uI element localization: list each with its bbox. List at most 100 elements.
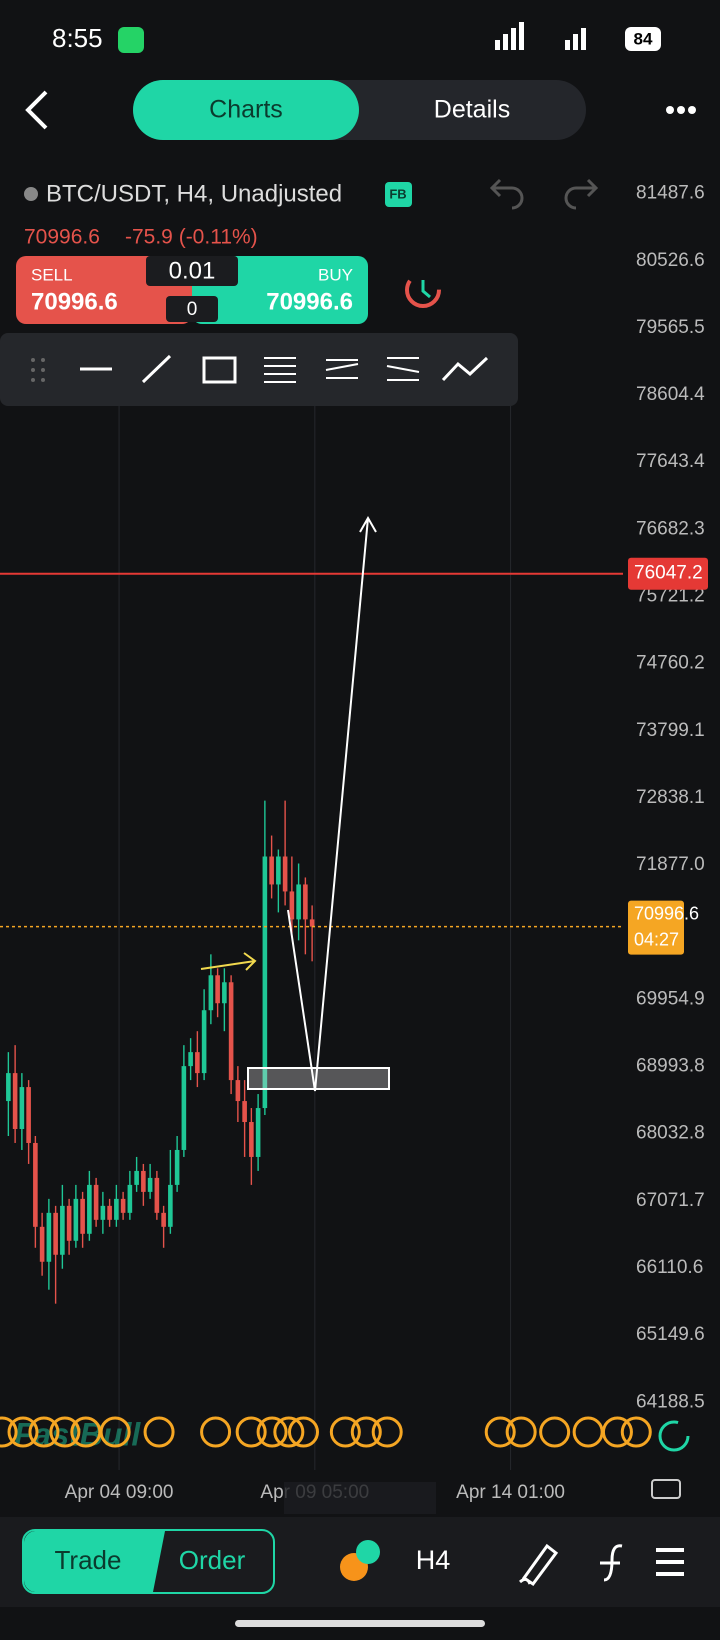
reset-icon[interactable] [658,1420,690,1452]
y-tick-label: 78604.4 [636,384,705,405]
sell-price: 70996.6 [31,288,118,315]
y-tick-label: 65149.6 [636,1324,705,1345]
candle-body [12,1073,18,1130]
annotations [200,515,390,1092]
y-tick-label: 73799.1 [636,720,705,741]
candle-body [195,1052,200,1074]
event-icon [329,1416,361,1448]
candle-body [215,975,220,1004]
candle-body [66,1205,72,1241]
event-icon [235,1416,267,1448]
candle-body [276,856,281,885]
candle-body [269,856,274,885]
y-tick-label: 75721.2 [636,586,705,607]
indicator-icon[interactable] [600,1544,623,1582]
back-button[interactable] [25,90,48,130]
candle-body [147,1177,153,1192]
candle-body [73,1198,79,1241]
candle-body [309,919,315,927]
whatsapp-icon [118,27,144,53]
candle-body [161,1212,166,1227]
y-tick-label: 69954.9 [636,988,705,1009]
last-price: 70996.6 [24,226,100,249]
y-tick-label: 64188.5 [636,1391,705,1412]
price-tag [628,900,684,955]
event-icon [620,1416,652,1448]
more-button[interactable] [666,106,696,114]
candle-body [26,1087,31,1143]
candle-body [39,1226,45,1262]
tab-charts[interactable]: Charts [209,96,283,124]
status-icons [495,22,586,50]
trade-active[interactable] [23,1531,166,1592]
y-tick-label: 68032.8 [636,1123,705,1144]
count: 0 [187,299,198,320]
count-box [166,296,218,322]
candle-body [127,1184,133,1213]
tab-details[interactable]: Details [434,96,510,124]
event-icon [539,1416,571,1448]
redo[interactable] [564,178,599,210]
lot-box[interactable] [146,256,238,286]
candle-body [228,982,234,1081]
sell-label: SELL [31,265,73,284]
price-tag-value: 76047.2 [634,563,703,584]
candle-body [100,1205,106,1220]
undo[interactable] [489,178,524,210]
event-icon [200,1416,232,1448]
candle-body [235,1080,241,1102]
event-icon [484,1416,516,1448]
price-tag-countdown: 04:27 [634,929,679,949]
buy-label: BUY [318,265,353,284]
candle-body [154,1177,160,1213]
refresh-icon[interactable] [405,272,441,308]
price-change: -75.9 (-0.11%) [125,226,258,249]
candle-body [242,1101,247,1123]
scroll-tab [284,1482,436,1514]
candle-body [114,1198,119,1220]
y-tick-label: 80526.6 [636,250,705,271]
timeframe[interactable]: H4 [416,1545,451,1575]
battery-level: 84 [634,29,653,48]
menu-icon[interactable] [656,1548,684,1576]
candle-body [87,1184,92,1234]
event-icon [7,1416,39,1448]
event-icon [273,1416,305,1448]
y-tick-label: 72838.1 [636,787,705,808]
price-tag-value: 70996.6 [634,903,699,923]
order-button[interactable]: Order [179,1545,246,1575]
event-icon [28,1416,60,1448]
candle-body [249,1122,254,1157]
y-tick-label: 79565.5 [636,317,705,338]
candle-body [53,1212,58,1255]
candle-body [208,975,214,1011]
candle-body [33,1142,38,1227]
candle-body [296,884,301,920]
candle-body [93,1184,99,1220]
trade-order-toggle [22,1529,275,1594]
y-tick-label: 81487.6 [636,183,705,204]
fullscreen-icon[interactable] [651,1479,681,1499]
y-tick-label: 67071.7 [636,1190,705,1211]
price-tag [628,557,708,590]
x-tick-label: Apr 14 01:00 [456,1482,565,1503]
y-tick-label: 71877.0 [636,854,705,875]
badge: FB [389,186,406,201]
draw-tools[interactable] [80,354,489,384]
symbol-title: BTC/USDT, H4, Unadjusted [46,180,342,207]
home-indicator [235,1620,485,1627]
event-icon [601,1416,633,1448]
badge-bg [385,182,412,207]
tab-active[interactable] [133,80,359,140]
event-icon [143,1416,175,1448]
draw-icon[interactable] [519,1543,559,1587]
candle-body [120,1198,126,1213]
candle-body [168,1184,173,1227]
event-icon [0,1416,18,1448]
candle-body [107,1205,112,1220]
y-tick-label: 68993.8 [636,1056,705,1077]
trade-button[interactable]: Trade [55,1545,122,1575]
event-icon [49,1416,81,1448]
